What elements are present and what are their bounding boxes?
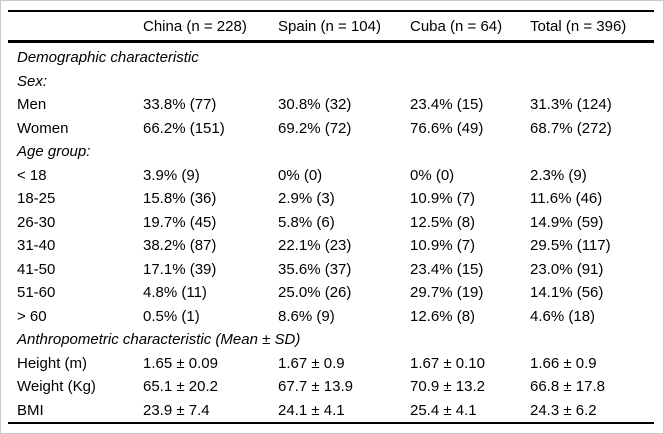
data-cell: 11.6% (46)	[530, 190, 603, 208]
table-row-26-30: 26-30 19.7% (45) 5.8% (6) 12.5% (8) 14.9…	[8, 211, 654, 235]
row-label: < 18	[17, 166, 47, 184]
data-cell: 67.7 ± 13.9	[278, 378, 353, 396]
table-header-row: China (n = 228) Spain (n = 104) Cuba (n …	[8, 11, 654, 42]
data-cell: 19.7% (45)	[143, 213, 217, 231]
row-label: Men	[17, 96, 47, 114]
data-cell: 1.66 ± 0.9	[530, 354, 597, 372]
data-cell: 1.65 ± 0.09	[143, 354, 218, 372]
data-cell: 0% (0)	[278, 166, 323, 184]
row-label: 41-50	[17, 260, 56, 278]
column-header-china: China (n = 228)	[143, 17, 247, 35]
table-row-51-60: 51-60 4.8% (11) 25.0% (26) 29.7% (19) 14…	[8, 281, 654, 305]
data-cell: 68.7% (272)	[530, 119, 612, 137]
row-label: Women	[17, 119, 69, 137]
table-row-women: Women 66.2% (151) 69.2% (72) 76.6% (49) …	[8, 117, 654, 141]
table-row-18-25: 18-25 15.8% (36) 2.9% (3) 10.9% (7) 11.6…	[8, 187, 654, 211]
data-cell: 23.4% (15)	[410, 260, 484, 278]
data-cell: 24.3 ± 6.2	[530, 401, 597, 419]
table-row-under-18: < 18 3.9% (9) 0% (0) 0% (0) 2.3% (9)	[8, 164, 654, 188]
table-row-men: Men 33.8% (77) 30.8% (32) 23.4% (15) 31.…	[8, 93, 654, 117]
subsection-row-age-group: Age group:	[8, 140, 654, 164]
row-label: 31-40	[17, 237, 56, 255]
row-label: > 60	[17, 307, 47, 325]
corner-cell	[8, 11, 143, 42]
row-label: Weight (Kg)	[17, 378, 96, 396]
section-row-anthropometric: Anthropometric characteristic (Mean ± SD…	[8, 328, 654, 352]
data-cell: 66.8 ± 17.8	[530, 378, 605, 396]
data-cell: 30.8% (32)	[278, 96, 352, 114]
data-cell: 17.1% (39)	[143, 260, 217, 278]
data-cell: 38.2% (87)	[143, 237, 217, 255]
data-cell: 35.6% (37)	[278, 260, 352, 278]
data-cell: 10.9% (7)	[410, 237, 476, 255]
data-cell: 23.4% (15)	[410, 96, 484, 114]
data-cell: 33.8% (77)	[143, 96, 217, 114]
subsection-row-sex: Sex:	[8, 70, 654, 94]
data-cell: 0.5% (1)	[143, 307, 200, 325]
data-cell: 4.8% (11)	[143, 284, 207, 302]
data-cell: 1.67 ± 0.10	[410, 354, 485, 372]
data-cell: 29.5% (117)	[530, 237, 611, 255]
column-header-total: Total (n = 396)	[530, 17, 627, 35]
data-cell: 65.1 ± 20.2	[143, 378, 218, 396]
data-cell: 4.6% (18)	[530, 307, 596, 325]
data-cell: 3.9% (9)	[143, 166, 200, 184]
column-header-cuba: Cuba (n = 64)	[410, 17, 503, 35]
table-row-31-40: 31-40 38.2% (87) 22.1% (23) 10.9% (7) 29…	[8, 234, 654, 258]
data-cell: 69.2% (72)	[278, 119, 352, 137]
data-cell: 23.0% (91)	[530, 260, 604, 278]
data-cell: 12.6% (8)	[410, 307, 476, 325]
row-label: 51-60	[17, 284, 56, 302]
subsection-label: Age group:	[17, 143, 91, 161]
data-cell: 66.2% (151)	[143, 119, 225, 137]
section-row-demographic: Demographic characteristic	[8, 42, 654, 70]
data-cell: 29.7% (19)	[410, 284, 484, 302]
data-cell: 25.4 ± 4.1	[410, 401, 477, 419]
table-row-bmi: BMI 23.9 ± 7.4 24.1 ± 4.1 25.4 ± 4.1 24.…	[8, 399, 654, 424]
data-cell: 25.0% (26)	[278, 284, 352, 302]
data-cell: 24.1 ± 4.1	[278, 401, 345, 419]
row-label: 26-30	[17, 213, 56, 231]
data-cell: 70.9 ± 13.2	[410, 378, 485, 396]
data-cell: 15.8% (36)	[143, 190, 217, 208]
demographics-table: China (n = 228) Spain (n = 104) Cuba (n …	[8, 10, 654, 424]
section-label: Anthropometric characteristic (Mean ± SD…	[17, 331, 301, 349]
data-cell: 14.9% (59)	[530, 213, 604, 231]
data-cell: 23.9 ± 7.4	[143, 401, 210, 419]
data-cell: 12.5% (8)	[410, 213, 476, 231]
table-row-weight: Weight (Kg) 65.1 ± 20.2 67.7 ± 13.9 70.9…	[8, 375, 654, 399]
row-label: BMI	[17, 401, 44, 419]
data-cell: 8.6% (9)	[278, 307, 335, 325]
column-header-spain: Spain (n = 104)	[278, 17, 381, 35]
table-row-height: Height (m) 1.65 ± 0.09 1.67 ± 0.9 1.67 ±…	[8, 352, 654, 376]
table-row-over-60: > 60 0.5% (1) 8.6% (9) 12.6% (8) 4.6% (1…	[8, 305, 654, 329]
row-label: Height (m)	[17, 354, 88, 372]
data-cell: 22.1% (23)	[278, 237, 352, 255]
subsection-label: Sex:	[17, 72, 48, 90]
data-cell: 14.1% (56)	[530, 284, 604, 302]
data-cell: 76.6% (49)	[410, 119, 484, 137]
data-cell: 0% (0)	[410, 166, 455, 184]
data-cell: 2.9% (3)	[278, 190, 335, 208]
data-cell: 5.8% (6)	[278, 213, 335, 231]
table-row-41-50: 41-50 17.1% (39) 35.6% (37) 23.4% (15) 2…	[8, 258, 654, 282]
data-cell: 31.3% (124)	[530, 96, 612, 114]
section-label: Demographic characteristic	[17, 49, 199, 67]
row-label: 18-25	[17, 190, 56, 208]
data-cell: 1.67 ± 0.9	[278, 354, 345, 372]
data-cell: 10.9% (7)	[410, 190, 476, 208]
data-cell: 2.3% (9)	[530, 166, 587, 184]
